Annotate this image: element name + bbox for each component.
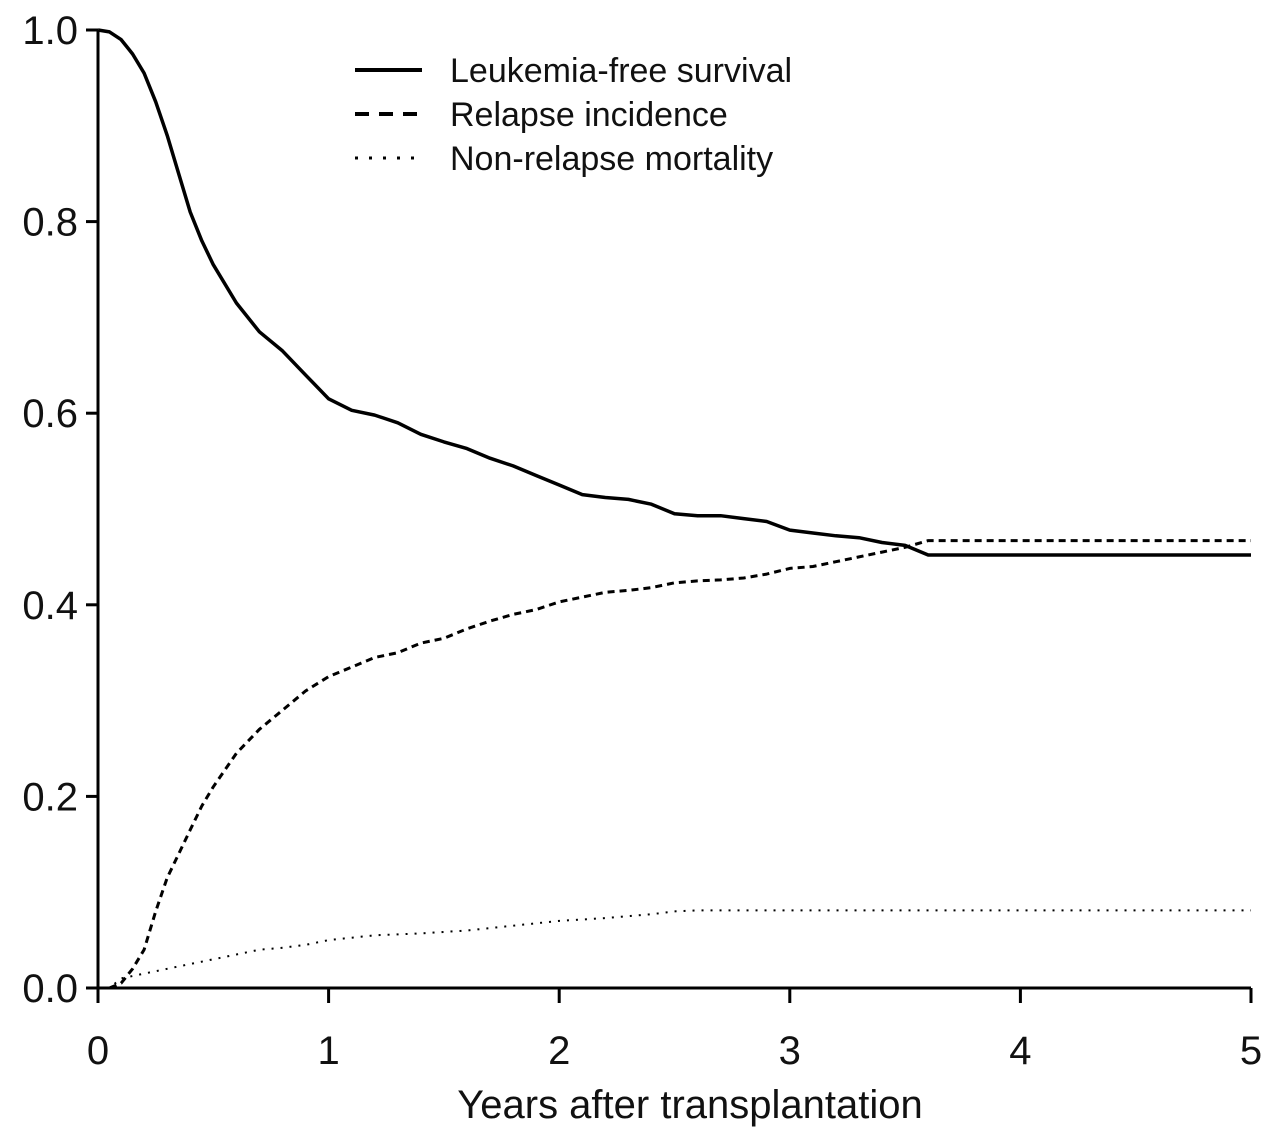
x-tick-label: 5	[1240, 1029, 1262, 1073]
y-tick-label: 0.2	[22, 775, 78, 819]
legend-label: Relapse incidence	[450, 96, 728, 134]
x-tick-label: 4	[1009, 1029, 1031, 1073]
series-layer	[97, 28, 1251, 990]
y-tick-label: 0.6	[22, 392, 78, 436]
tick-marks	[86, 28, 1253, 1003]
legend-label: Non-relapse mortality	[450, 140, 773, 178]
series-line-relapse-incidence	[98, 539, 1251, 990]
x-axis-label: Years after transplantation	[457, 1083, 923, 1127]
y-tick-label: 0.0	[22, 967, 78, 1011]
series-line-non-relapse-mortality	[98, 909, 1251, 989]
axes	[96, 30, 1251, 990]
x-tick-label: 1	[317, 1029, 339, 1073]
series-line-leukemia-free-survival	[97, 28, 1251, 557]
y-tick-label: 1.0	[22, 9, 78, 53]
legend: Leukemia-free survival Relapse incidence N…	[355, 52, 792, 178]
x-tick-label: 0	[87, 1029, 109, 1073]
x-tick-label: 3	[779, 1029, 801, 1073]
y-tick-label: 0.4	[22, 584, 78, 628]
y-tick-label: 0.8	[22, 201, 78, 245]
x-tick-label: 2	[548, 1029, 570, 1073]
legend-label: Leukemia-free survival	[450, 52, 792, 90]
tick-labels: 0.0 0.2 0.4 0.6 0.8 1.0 0 1 2 3 4 5	[22, 9, 1262, 1073]
